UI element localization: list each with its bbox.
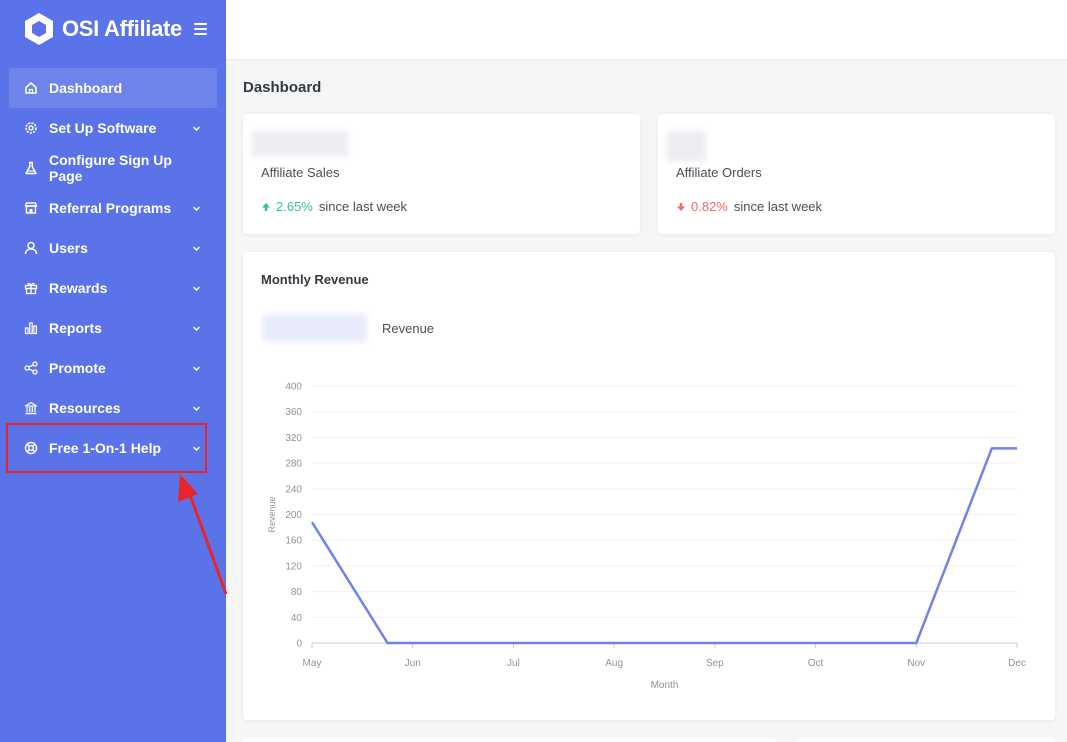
stat-card-affiliate-sales: Affiliate Sales 2.65% since last week [243, 114, 640, 234]
lifebuoy-icon [24, 441, 38, 455]
stat-change-value: 2.65% [276, 199, 313, 214]
chevron-down-icon [193, 366, 200, 371]
home-icon [24, 81, 38, 95]
share-icon [24, 361, 38, 375]
brand[interactable]: OSI Affiliate [0, 0, 226, 58]
page-title: Dashboard [243, 79, 322, 96]
bank-icon [24, 401, 38, 415]
x-tick-label: Sep [706, 658, 724, 669]
sidebar-item-free-help[interactable]: Free 1-On-1 Help [9, 428, 217, 468]
blurred-value [666, 130, 706, 162]
x-tick-label: Dec [1008, 658, 1026, 669]
gear-icon [24, 121, 38, 135]
x-tick-label: Aug [605, 658, 623, 669]
chevron-down-icon [193, 286, 200, 291]
flask-icon [24, 161, 38, 175]
y-tick-label: 40 [291, 613, 303, 624]
y-tick-label: 80 [291, 587, 303, 598]
sidebar-item-label: Promote [49, 360, 106, 376]
stat-change-value: 0.82% [691, 199, 728, 214]
y-tick-label: 120 [285, 561, 302, 572]
sidebar-item-label: Free 1-On-1 Help [49, 440, 162, 456]
chevron-down-icon [193, 406, 200, 411]
stat-card-affiliate-orders: Affiliate Orders 0.82% since last week [658, 114, 1055, 234]
sidebar-item-label: Resources [49, 400, 121, 416]
topbar [226, 0, 1067, 59]
sidebar-item-referral-programs[interactable]: Referral Programs [9, 188, 217, 228]
y-axis-title: Revenue [267, 496, 277, 532]
sidebar-item-label: Rewards [49, 280, 108, 296]
sidebar-item-label: Referral Programs [49, 200, 172, 216]
sidebar-item-label: Reports [49, 320, 102, 336]
chevron-down-icon [193, 326, 200, 331]
annotation-arrow-icon [178, 474, 228, 595]
legend-label[interactable]: Revenue [382, 321, 435, 336]
sidebar-item-resources[interactable]: Resources [9, 388, 217, 428]
y-tick-label: 200 [285, 510, 302, 521]
stat-label: Affiliate Orders [676, 165, 762, 180]
sidebar-item-set-up-software[interactable]: Set Up Software [9, 108, 217, 148]
stat-change-period: since last week [318, 199, 408, 214]
y-tick-label: 400 [285, 382, 302, 393]
store-icon [24, 201, 38, 215]
chevron-down-icon [193, 246, 200, 251]
lower-card-left [243, 738, 776, 742]
stat-label: Affiliate Sales [261, 165, 340, 180]
blurred-value [251, 130, 349, 156]
sidebar-item-label: Configure Sign Up Page [49, 152, 172, 184]
menu-toggle-icon[interactable] [193, 23, 207, 35]
x-tick-label: May [303, 658, 322, 669]
y-tick-label: 0 [296, 639, 302, 650]
arrow-up-icon [262, 202, 270, 211]
x-tick-label: Jul [507, 658, 520, 669]
logo-icon [25, 13, 53, 45]
chevron-down-icon [193, 206, 200, 211]
annotation-highlight-box [6, 423, 207, 473]
x-tick-label: Jun [405, 658, 421, 669]
chart-title: Monthly Revenue [261, 272, 369, 287]
sidebar-item-label: Set Up Software [49, 120, 157, 136]
y-tick-label: 280 [285, 459, 302, 470]
sidebar-item-users[interactable]: Users [9, 228, 217, 268]
x-tick-label: Nov [907, 658, 925, 669]
sidebar-item-promote[interactable]: Promote [9, 348, 217, 388]
sidebar-item-rewards[interactable]: Rewards [9, 268, 217, 308]
lower-card-right [796, 738, 1055, 742]
sidebar: OSI Affiliate Dashboard Set Up Software … [0, 0, 226, 742]
chevron-down-icon [193, 446, 200, 451]
stat-change: 0.82% since last week [676, 199, 822, 214]
y-tick-label: 160 [285, 536, 302, 547]
revenue-line-chart: 0 40 80 120 160 200 240 280 320 360 400 May Jun Jul Au… [267, 382, 1026, 692]
sidebar-nav: Dashboard Set Up Software Configure Sign… [0, 58, 226, 468]
x-axis-title: Month [651, 680, 679, 691]
stat-change-period: since last week [733, 199, 823, 214]
y-tick-label: 320 [285, 433, 302, 444]
gift-icon [24, 281, 38, 295]
x-tick-label: Oct [808, 658, 824, 669]
user-icon [24, 241, 38, 255]
brand-name: OSI Affiliate [62, 16, 182, 41]
series-line-revenue [310, 447, 1017, 645]
sidebar-item-configure-sign-up-page[interactable]: Configure Sign Up Page [9, 148, 217, 188]
sidebar-item-label: Users [49, 240, 88, 256]
chevron-down-icon [193, 126, 200, 131]
sidebar-item-label: Dashboard [49, 80, 123, 96]
monthly-revenue-card: Monthly Revenue Revenue 0 40 80 120 160 200 24… [243, 252, 1055, 720]
stat-change: 2.65% since last week [261, 199, 407, 214]
bar-chart-icon [24, 321, 38, 335]
y-tick-label: 360 [285, 407, 302, 418]
sidebar-item-reports[interactable]: Reports [9, 308, 217, 348]
y-tick-label: 240 [285, 484, 302, 495]
sidebar-item-dashboard[interactable]: Dashboard [9, 68, 217, 108]
arrow-down-icon [677, 202, 685, 211]
legend-swatch [263, 314, 367, 342]
